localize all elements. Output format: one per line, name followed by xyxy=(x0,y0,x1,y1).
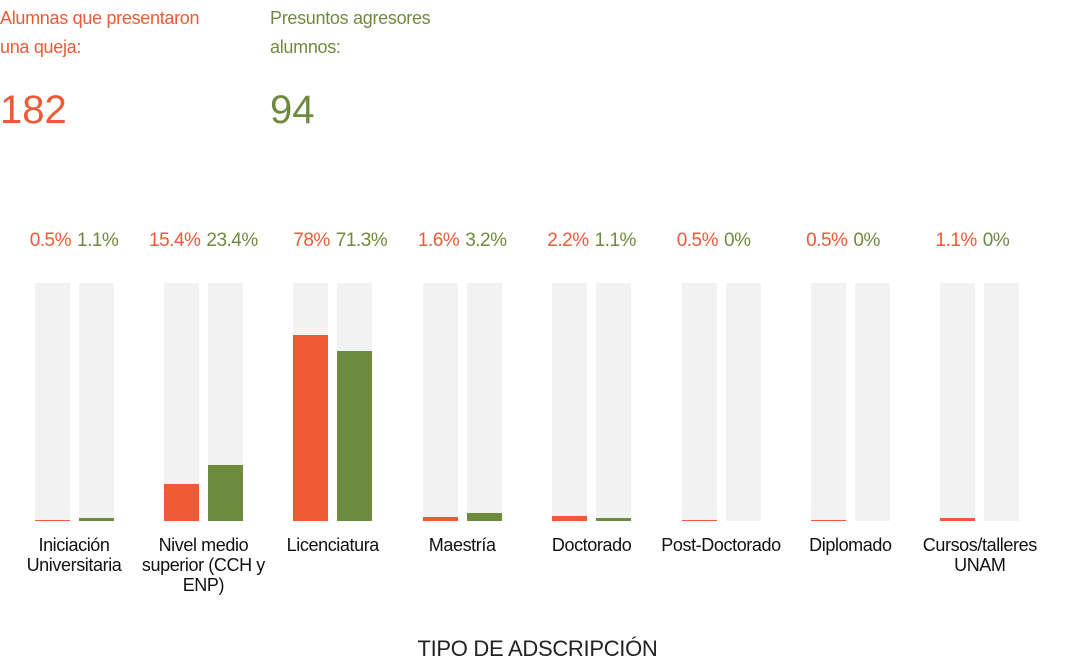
value-label: 78% xyxy=(293,230,330,251)
bar-track xyxy=(940,283,976,521)
value-label: 1.1% xyxy=(935,230,978,251)
bar-track xyxy=(596,283,632,521)
value-label: 1.6% xyxy=(417,230,460,251)
bar xyxy=(337,351,373,521)
legend-total: 94 xyxy=(270,88,315,132)
value-label: 0.5% xyxy=(806,230,848,251)
bar xyxy=(34,519,70,521)
x-tick-label: Diplomado xyxy=(809,535,892,555)
bar xyxy=(163,484,199,521)
value-label: 15.4% xyxy=(149,230,201,251)
bar xyxy=(207,465,243,521)
bar xyxy=(293,335,329,521)
legend-name: Presuntos agresores alumnos: xyxy=(270,8,431,57)
bar xyxy=(681,519,717,521)
bar xyxy=(78,518,114,521)
value-label: 1.1% xyxy=(594,230,637,251)
bar xyxy=(422,517,458,521)
x-tick-label: Nivel medio superior (CCH y ENP) xyxy=(141,535,265,595)
bar xyxy=(810,519,846,521)
x-tick-label: Post-Doctorado xyxy=(661,535,781,555)
bar xyxy=(596,518,632,521)
bar-track xyxy=(810,283,846,521)
x-axis-title: TIPO DE ADSCRIPCIÓN xyxy=(417,636,658,660)
bar-track xyxy=(163,283,199,521)
value-label: 0% xyxy=(853,230,880,251)
x-tick-label: Iniciación Universitaria xyxy=(26,535,122,575)
bar xyxy=(940,518,976,521)
value-label: 0% xyxy=(982,230,1010,251)
bar-track xyxy=(552,283,588,521)
bar-track xyxy=(854,283,890,521)
bar-track xyxy=(78,283,114,521)
bar xyxy=(552,515,588,521)
x-tick-label: Maestría xyxy=(428,535,496,555)
x-tick-label: Licenciatura xyxy=(286,535,380,555)
value-label: 3.2% xyxy=(465,230,507,251)
bar-track xyxy=(725,283,761,521)
bar-track xyxy=(984,283,1020,521)
value-label: 2.2% xyxy=(547,230,589,251)
value-label: 1.1% xyxy=(77,230,119,251)
bar xyxy=(466,513,502,521)
x-tick-label: Cursos/talleres UNAM xyxy=(922,535,1037,575)
bar-track xyxy=(34,283,70,521)
value-label: 23.4% xyxy=(206,230,258,251)
legend-total: 182 xyxy=(0,88,67,132)
value-label: 0% xyxy=(724,230,751,251)
x-tick-label: Doctorado xyxy=(551,535,632,555)
bar-track xyxy=(422,283,458,521)
value-label: 71.3% xyxy=(335,230,388,251)
bar-track xyxy=(466,283,502,521)
legend-name: Alumnas que presentaron una queja: xyxy=(0,8,200,57)
value-label: 0.5% xyxy=(29,230,72,251)
value-label: 0.5% xyxy=(676,230,719,251)
bar-track xyxy=(681,283,717,521)
